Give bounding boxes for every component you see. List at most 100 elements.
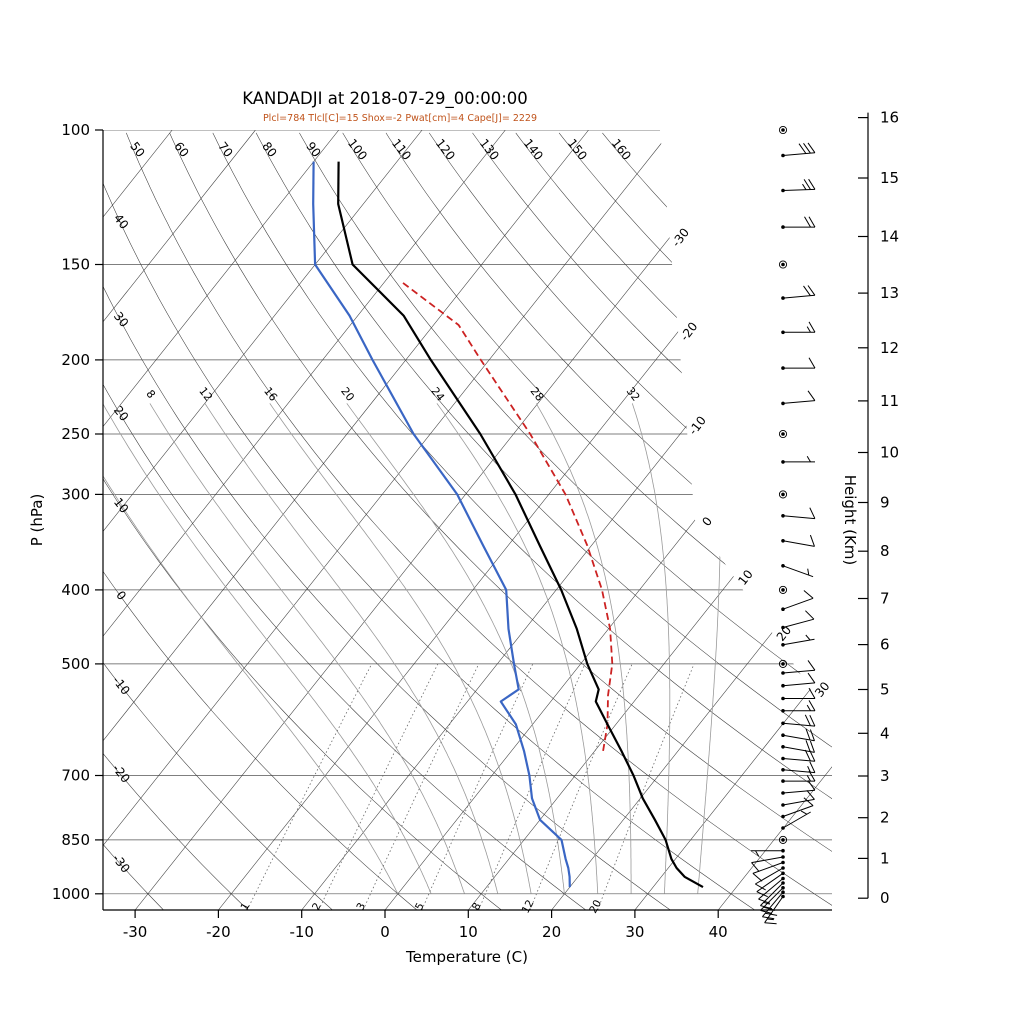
station-dot bbox=[781, 493, 785, 497]
station-dot bbox=[781, 838, 785, 842]
dry-adiabat-label: 60 bbox=[171, 139, 191, 160]
dry-adiabat-line bbox=[559, 133, 1024, 910]
isotherm-line bbox=[635, 130, 1024, 910]
wind-barb bbox=[781, 688, 815, 700]
barb-full bbox=[808, 780, 815, 790]
mixing-ratio-label: 8 bbox=[470, 901, 484, 913]
pressure-tick-label: 300 bbox=[61, 485, 90, 503]
barb-staff bbox=[783, 516, 815, 519]
height-tick-label: 9 bbox=[880, 494, 890, 512]
barb-full bbox=[804, 798, 813, 806]
wind-barb bbox=[751, 849, 785, 857]
mixing-ratio-label: 3 bbox=[354, 901, 368, 913]
isotherm-label: 30 bbox=[812, 679, 832, 700]
barb-full bbox=[810, 715, 815, 726]
mixing-ratio-line bbox=[422, 664, 533, 910]
height-tick-label: 5 bbox=[880, 681, 890, 699]
wind-barb bbox=[781, 700, 815, 712]
pressure-tick-label: 250 bbox=[61, 425, 90, 443]
barb-half bbox=[807, 705, 810, 711]
wind-barb bbox=[781, 456, 815, 464]
moist-adiabat-line bbox=[347, 403, 565, 893]
barb-full bbox=[752, 863, 760, 872]
wind-barb bbox=[781, 673, 815, 687]
pressure-tick-label: 400 bbox=[61, 581, 90, 599]
dry-adiabat-line bbox=[516, 133, 1024, 910]
barb-full bbox=[808, 673, 815, 683]
mixing-ratio-label: 5 bbox=[413, 901, 427, 913]
barb-full bbox=[808, 660, 815, 670]
wind-barb bbox=[781, 391, 815, 405]
isotherm-label: -30 bbox=[669, 226, 692, 250]
height-tick-label: 12 bbox=[880, 339, 899, 357]
dry-adiabat-line bbox=[170, 133, 924, 910]
barb-half bbox=[801, 811, 807, 814]
barb-full bbox=[808, 391, 815, 401]
pressure-tick-label: 700 bbox=[61, 767, 90, 785]
barb-staff bbox=[783, 619, 814, 627]
pressure-tick-label: 1000 bbox=[52, 885, 90, 903]
wind-barb bbox=[781, 611, 814, 630]
barb-half bbox=[803, 184, 807, 190]
params-line: Plcl=784 Tlcl[C]=15 Shox=-2 Pwat[cm]=4 C… bbox=[263, 113, 537, 124]
dry-adiabat-label: -20 bbox=[110, 762, 133, 786]
moist-adiabat-label: 24 bbox=[428, 385, 447, 404]
isotherm-line bbox=[52, 130, 672, 910]
mixing-ratio-line bbox=[363, 664, 479, 910]
temperature-tick-label: 20 bbox=[542, 923, 561, 941]
wind-barb bbox=[779, 430, 786, 437]
barb-staff bbox=[783, 806, 813, 817]
moist-adiabat-label: 8 bbox=[143, 387, 158, 401]
mixing-ratio-line bbox=[247, 664, 372, 910]
barb-staff bbox=[783, 683, 815, 686]
temperature-tick-label: 0 bbox=[380, 923, 390, 941]
height-tick-label: 7 bbox=[880, 590, 890, 608]
mixing-ratio-label: 20 bbox=[587, 898, 604, 915]
moist-adiabat-label: 28 bbox=[528, 385, 547, 404]
dry-adiabat-line bbox=[0, 133, 164, 910]
height-tick-label: 6 bbox=[880, 636, 890, 654]
isotherm-line bbox=[0, 130, 505, 910]
isotherm-line bbox=[0, 130, 589, 910]
barb-half bbox=[807, 327, 810, 333]
pressure-tick-label: 500 bbox=[61, 655, 90, 673]
moist-adiabat-label: 32 bbox=[624, 385, 643, 404]
height-axis-title: Height (Km) bbox=[841, 475, 859, 566]
height-tick-label: 14 bbox=[880, 228, 899, 246]
dry-adiabat-line bbox=[126, 133, 839, 910]
wind-barb bbox=[781, 508, 815, 519]
wind-barb bbox=[781, 286, 815, 300]
temperature-tick-label: -30 bbox=[123, 923, 148, 941]
height-tick-label: 1 bbox=[880, 849, 890, 867]
dry-adiabat-label: 160 bbox=[609, 136, 634, 163]
moist-adiabat-line bbox=[103, 403, 432, 893]
dry-adiabat-label: 10 bbox=[111, 495, 131, 516]
barb-staff bbox=[783, 598, 813, 609]
isotherm-label: 0 bbox=[699, 514, 715, 529]
temperature-tick-label: 10 bbox=[459, 923, 478, 941]
isotherm-line bbox=[385, 130, 1005, 910]
wind-barb bbox=[779, 126, 786, 133]
height-tick-label: 13 bbox=[880, 284, 899, 302]
dry-adiabat-line bbox=[602, 133, 1024, 910]
pressure-tick-label: 200 bbox=[61, 351, 90, 369]
station-dot bbox=[781, 432, 785, 436]
skewt-grid bbox=[0, 130, 1024, 910]
height-tick-label: 8 bbox=[880, 542, 890, 560]
dry-adiabat-label: 0 bbox=[113, 588, 129, 603]
barb-half bbox=[807, 456, 810, 462]
height-tick-label: 11 bbox=[880, 392, 899, 410]
barb-half bbox=[807, 775, 810, 781]
dry-adiabat-line bbox=[0, 133, 332, 910]
barb-full bbox=[810, 762, 815, 773]
wind-barb bbox=[779, 586, 786, 593]
dry-adiabat-line bbox=[0, 133, 586, 910]
station-dot bbox=[781, 263, 785, 267]
barb-full bbox=[805, 611, 814, 620]
temperature-tick-label: 30 bbox=[625, 923, 644, 941]
barb-full bbox=[810, 741, 814, 752]
dry-adiabat-label: 80 bbox=[259, 139, 279, 160]
wind-barb bbox=[781, 740, 814, 752]
station-dot bbox=[781, 662, 785, 666]
